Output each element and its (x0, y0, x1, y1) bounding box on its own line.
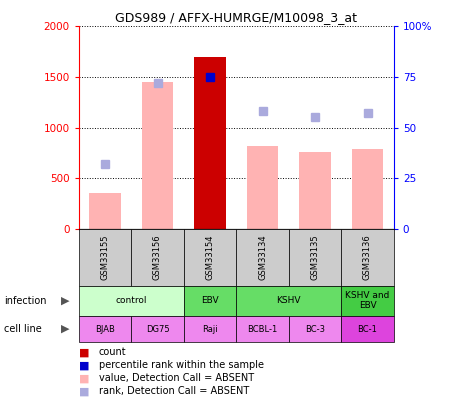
Text: infection: infection (4, 296, 47, 306)
Bar (236, 229, 289, 286)
Bar (79, 316, 131, 342)
Text: rank, Detection Call = ABSENT: rank, Detection Call = ABSENT (99, 386, 249, 396)
Bar (236, 286, 341, 316)
Text: DG75: DG75 (146, 324, 169, 334)
Bar (247, 146, 278, 229)
Title: GDS989 / AFFX-HUMRGE/M10098_3_at: GDS989 / AFFX-HUMRGE/M10098_3_at (115, 11, 357, 24)
Text: ▶: ▶ (61, 296, 69, 306)
Bar (352, 149, 383, 229)
Text: count: count (99, 347, 126, 357)
Text: EBV: EBV (201, 296, 219, 305)
Text: BJAB: BJAB (95, 324, 115, 334)
Text: ■: ■ (79, 360, 89, 370)
Bar (341, 229, 394, 286)
Text: GSM33136: GSM33136 (363, 234, 372, 280)
Bar (289, 316, 341, 342)
Bar (142, 82, 173, 229)
Bar (184, 286, 236, 316)
Text: GSM33155: GSM33155 (100, 234, 109, 280)
Text: ■: ■ (79, 347, 89, 357)
Text: KSHV and
EBV: KSHV and EBV (345, 291, 390, 310)
Text: KSHV: KSHV (276, 296, 301, 305)
Bar (299, 152, 331, 229)
Bar (79, 229, 131, 286)
Text: GSM33134: GSM33134 (258, 234, 267, 280)
Text: BC-3: BC-3 (305, 324, 325, 334)
Text: ■: ■ (79, 386, 89, 396)
Text: BCBL-1: BCBL-1 (248, 324, 278, 334)
Text: control: control (116, 296, 147, 305)
Bar (341, 286, 394, 316)
Bar (289, 229, 341, 286)
Text: BC-1: BC-1 (358, 324, 378, 334)
Text: ▶: ▶ (61, 324, 69, 334)
Bar (184, 316, 236, 342)
Text: GSM33154: GSM33154 (206, 234, 215, 280)
Bar (131, 316, 184, 342)
Text: GSM33156: GSM33156 (153, 234, 162, 280)
Bar (89, 194, 121, 229)
Text: GSM33135: GSM33135 (310, 234, 320, 280)
Text: cell line: cell line (4, 324, 42, 334)
Text: percentile rank within the sample: percentile rank within the sample (99, 360, 264, 370)
Bar (131, 229, 184, 286)
Bar (194, 57, 226, 229)
Bar (341, 316, 394, 342)
Bar (184, 229, 236, 286)
Bar (236, 316, 289, 342)
Text: value, Detection Call = ABSENT: value, Detection Call = ABSENT (99, 373, 254, 383)
Bar (79, 286, 184, 316)
Text: Raji: Raji (202, 324, 218, 334)
Text: ■: ■ (79, 373, 89, 383)
